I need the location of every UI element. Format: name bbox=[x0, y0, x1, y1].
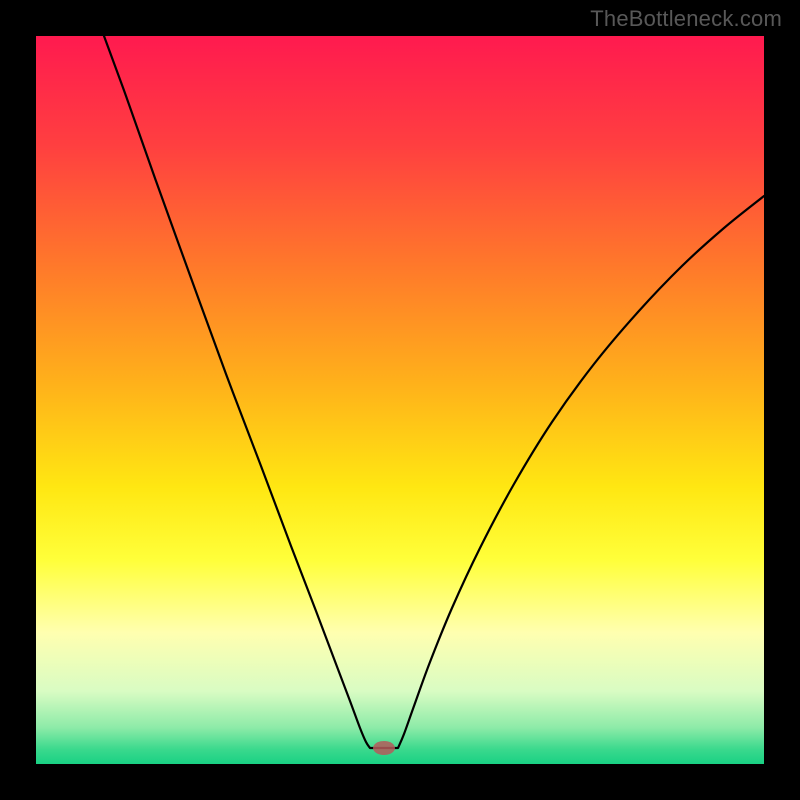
chart-frame: TheBottleneck.com bbox=[0, 0, 800, 800]
gradient-background bbox=[36, 36, 764, 764]
chart-svg bbox=[36, 36, 764, 764]
vertex-marker bbox=[373, 741, 395, 755]
watermark-text: TheBottleneck.com bbox=[590, 6, 782, 32]
plot-area bbox=[36, 36, 764, 764]
